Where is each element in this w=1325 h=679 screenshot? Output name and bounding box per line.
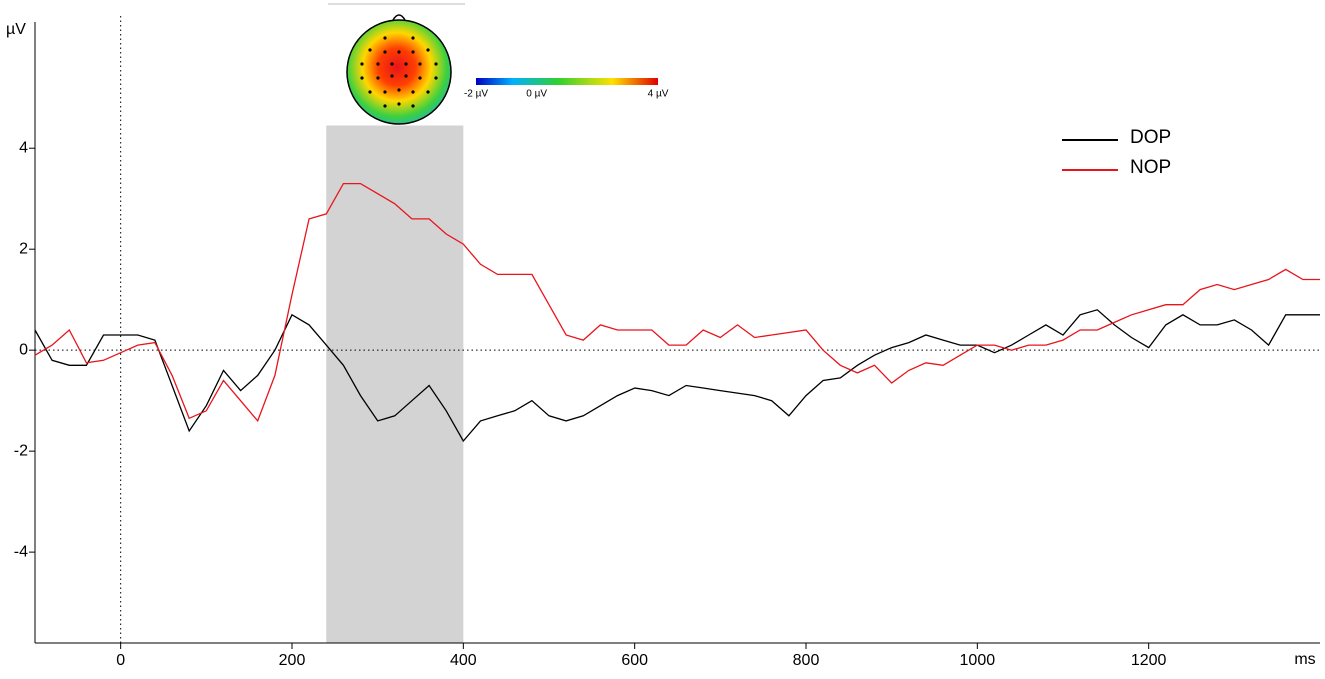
colorbar-label: 0 µV: [526, 89, 547, 100]
y-tick-label: 2: [19, 240, 28, 257]
head-nose: [392, 14, 406, 21]
colorbar: [476, 78, 658, 85]
y-tick-label: -2: [14, 442, 28, 459]
colorbar-label: 4 µV: [648, 89, 669, 100]
x-tick-label: 600: [621, 652, 648, 669]
x-tick-label: 200: [279, 652, 306, 669]
electrodes: [360, 36, 438, 108]
y-tick-label: 4: [19, 139, 28, 156]
legend-label: NOP: [1130, 157, 1171, 178]
topomap: -2 µV 0 µV 4 µV: [328, 3, 669, 125]
series-line: [34, 182, 1320, 423]
legend-label: DOP: [1130, 127, 1171, 148]
colorbar-label: -2 µV: [464, 89, 488, 100]
x-tick-label: 800: [793, 652, 820, 669]
head: [346, 19, 452, 125]
x-tick-label: 1200: [1131, 652, 1167, 669]
y-axis-label: µV: [6, 21, 26, 38]
y-tick-label: 0: [19, 341, 28, 358]
x-axis-label: ms: [1294, 651, 1315, 668]
x-tick-label: 0: [116, 652, 125, 669]
highlight-window: [326, 125, 464, 643]
x-tick-label: 1000: [960, 652, 996, 669]
series-line: [34, 309, 1320, 443]
x-tick-label: 400: [450, 652, 477, 669]
y-tick-label: -4: [14, 543, 28, 560]
